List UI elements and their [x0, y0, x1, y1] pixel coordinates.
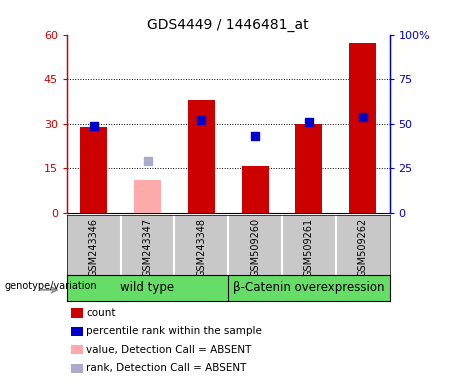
Text: value, Detection Call = ABSENT: value, Detection Call = ABSENT: [86, 345, 252, 355]
Point: [90, 122, 97, 129]
Point: [198, 117, 205, 123]
Text: β-Catenin overexpression: β-Catenin overexpression: [233, 281, 384, 295]
Text: GSM509261: GSM509261: [304, 218, 314, 277]
Text: genotype/variation: genotype/variation: [5, 281, 97, 291]
Text: count: count: [86, 308, 116, 318]
Text: rank, Detection Call = ABSENT: rank, Detection Call = ABSENT: [86, 363, 247, 373]
Text: percentile rank within the sample: percentile rank within the sample: [86, 326, 262, 336]
Text: GSM243347: GSM243347: [142, 218, 153, 277]
Bar: [188, 100, 215, 213]
Bar: [80, 127, 107, 213]
Point: [305, 119, 313, 125]
Text: GSM243346: GSM243346: [89, 218, 99, 277]
Text: GSM509262: GSM509262: [358, 218, 368, 277]
Point: [359, 114, 366, 120]
Text: wild type: wild type: [120, 281, 175, 295]
Bar: [296, 124, 322, 213]
Bar: [349, 43, 376, 213]
Title: GDS4449 / 1446481_at: GDS4449 / 1446481_at: [148, 18, 309, 32]
Text: GSM509260: GSM509260: [250, 218, 260, 277]
Point: [251, 133, 259, 139]
Point: [144, 158, 151, 164]
Bar: [242, 166, 268, 213]
Text: GSM243348: GSM243348: [196, 218, 207, 277]
Bar: [134, 180, 161, 213]
